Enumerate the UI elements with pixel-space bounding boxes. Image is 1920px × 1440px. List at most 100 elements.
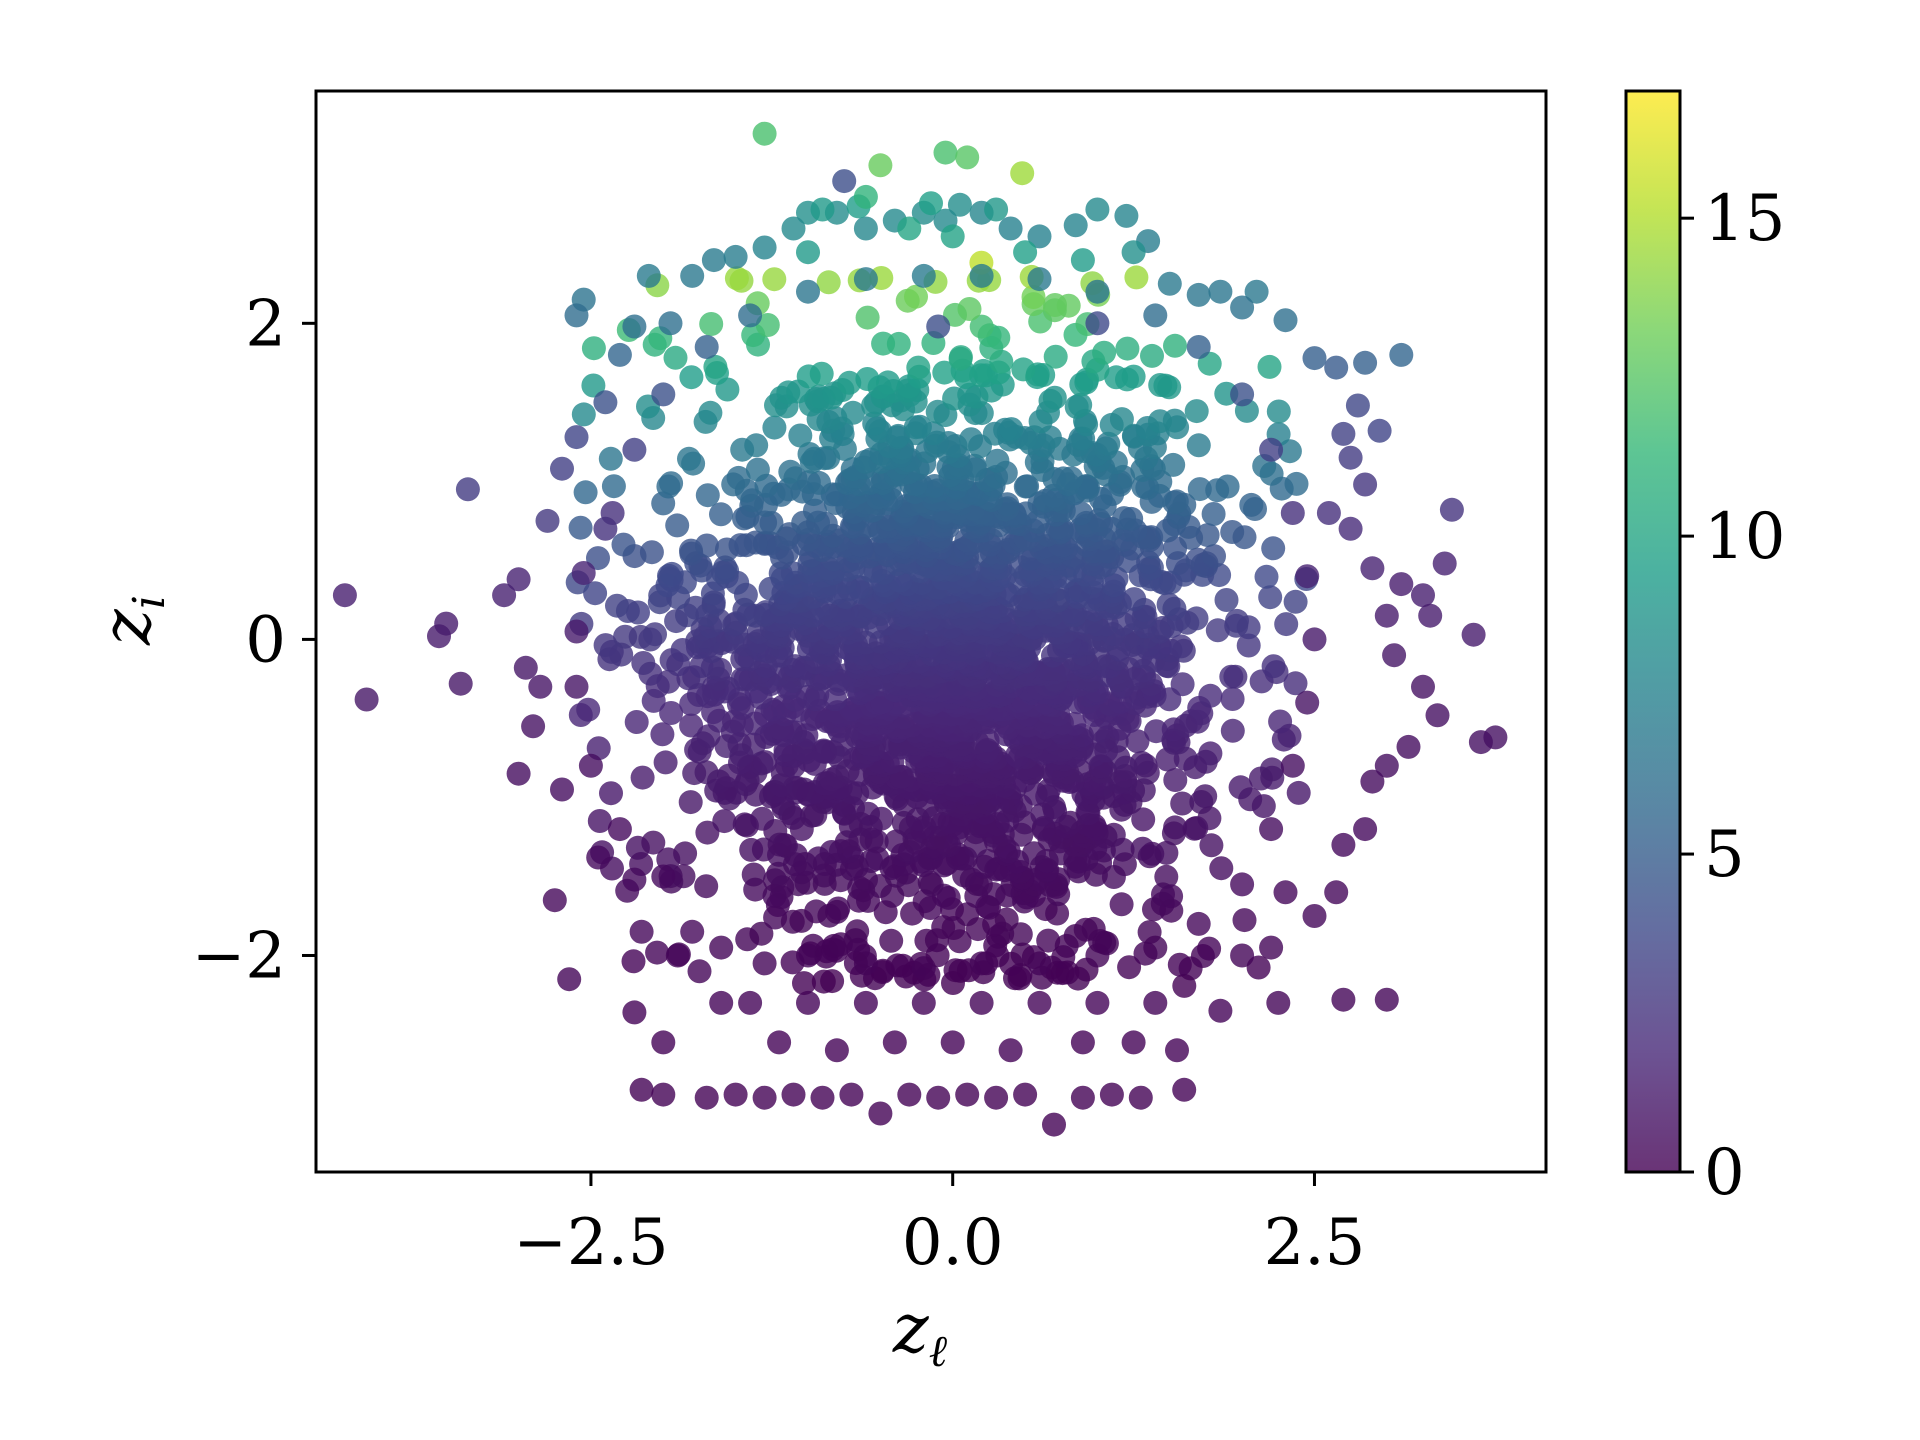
scatter-point [1230, 382, 1255, 407]
y-axis-ticks: −2 0 2 [192, 287, 316, 993]
scatter-point [1228, 775, 1253, 800]
scatter-point [1202, 544, 1226, 569]
scatter-point [679, 713, 704, 738]
scatter-point [1286, 780, 1311, 805]
scatter-point [1131, 807, 1156, 832]
scatter-point [1154, 840, 1179, 865]
scatter-point [1295, 690, 1320, 715]
scatter-point [1283, 589, 1308, 614]
scatter-point [796, 279, 820, 304]
scatter-point [506, 761, 531, 786]
scatter-point [506, 567, 531, 592]
scatter-point [1302, 904, 1327, 928]
scatter-point [738, 990, 763, 1015]
scatter-point [998, 216, 1023, 241]
scatter-point [695, 820, 720, 845]
scatter-point [752, 121, 777, 146]
scatter-point [1027, 990, 1052, 1015]
scatter-point [1418, 603, 1443, 628]
scatter-point [943, 958, 968, 983]
scatter-point [1273, 880, 1298, 905]
scatter-point [879, 928, 904, 953]
scatter-point [622, 867, 647, 892]
scatter-point [658, 311, 683, 336]
scatter-point [1230, 943, 1255, 968]
scatter-point [1273, 308, 1298, 333]
scatter-point [1148, 373, 1173, 397]
scatter-point [1208, 998, 1233, 1023]
scatter-point [999, 417, 1024, 442]
scatter-point [679, 365, 704, 390]
scatter-point [1389, 572, 1414, 597]
scatter-point [994, 907, 1019, 932]
x-tick-label: 2.5 [1264, 1206, 1366, 1280]
scatter-point [811, 738, 836, 763]
scatter-point [1268, 709, 1293, 734]
scatter-point [1199, 833, 1224, 858]
scatter-point [1232, 908, 1257, 933]
scatter-point [1085, 943, 1110, 968]
scatter-point [1345, 393, 1370, 418]
scatter-point [792, 971, 816, 996]
scatter-point [659, 561, 684, 586]
scatter-point [1198, 741, 1223, 766]
scatter-point [797, 442, 822, 466]
scatter-point [984, 197, 1009, 222]
scatter-point [639, 540, 664, 565]
scatter-point [354, 687, 379, 712]
scatter-point [1195, 523, 1220, 548]
scatter-points [332, 121, 1508, 1137]
scatter-point [631, 651, 656, 675]
scatter-point [605, 593, 629, 618]
scatter-point [855, 367, 880, 391]
scatter-point [611, 532, 636, 557]
scatter-point [1360, 769, 1385, 794]
scatter-point [862, 411, 887, 436]
scatter-point [1163, 768, 1188, 792]
scatter-point [897, 216, 922, 241]
scatter-point [607, 817, 632, 842]
scatter-point [855, 305, 880, 330]
x-axis-ticks: −2.5 0.0 2.5 [513, 1172, 1365, 1280]
scatter-point [680, 919, 705, 944]
scatter-point [868, 1101, 893, 1126]
scatter-point [1360, 556, 1385, 581]
scatter-point [1109, 407, 1134, 432]
scatter-point [853, 267, 878, 292]
scatter-point [1129, 750, 1154, 775]
scatter-point [701, 248, 726, 273]
scatter-point [587, 809, 612, 833]
scatter-point [1353, 472, 1378, 497]
scatter-point [1254, 564, 1279, 589]
scatter-point [1165, 1038, 1189, 1063]
scatter-point [694, 760, 719, 785]
scatter-point [1043, 344, 1068, 369]
scatter-point [698, 400, 723, 425]
scatter-point [568, 515, 593, 540]
colorbar-ticks: 0 5 10 15 [1680, 182, 1785, 1210]
scatter-point [1011, 357, 1036, 382]
scatter-point [1184, 606, 1209, 631]
scatter-point [940, 1030, 965, 1055]
scatter-point [762, 415, 787, 440]
scatter-point [832, 169, 857, 194]
scatter-point [1220, 718, 1245, 743]
x-axis-label: zℓ [892, 1290, 948, 1377]
scatter-point [1260, 757, 1284, 782]
scatter-point [1259, 817, 1284, 842]
scatter-point [455, 477, 480, 502]
scatter-point [1042, 1112, 1066, 1137]
scatter-point [1215, 474, 1240, 499]
scatter-point [1130, 836, 1155, 861]
scatter-point [1214, 588, 1239, 612]
scatter-point [1209, 856, 1234, 881]
scatter-point [1081, 916, 1106, 941]
scatter-point [985, 448, 1010, 473]
scatter-point [1117, 955, 1142, 980]
scatter-point [824, 1038, 849, 1063]
scatter-point [1128, 1085, 1153, 1110]
scatter-point [781, 216, 806, 241]
scatter-point [1184, 399, 1209, 424]
scatter-point [1027, 951, 1052, 976]
